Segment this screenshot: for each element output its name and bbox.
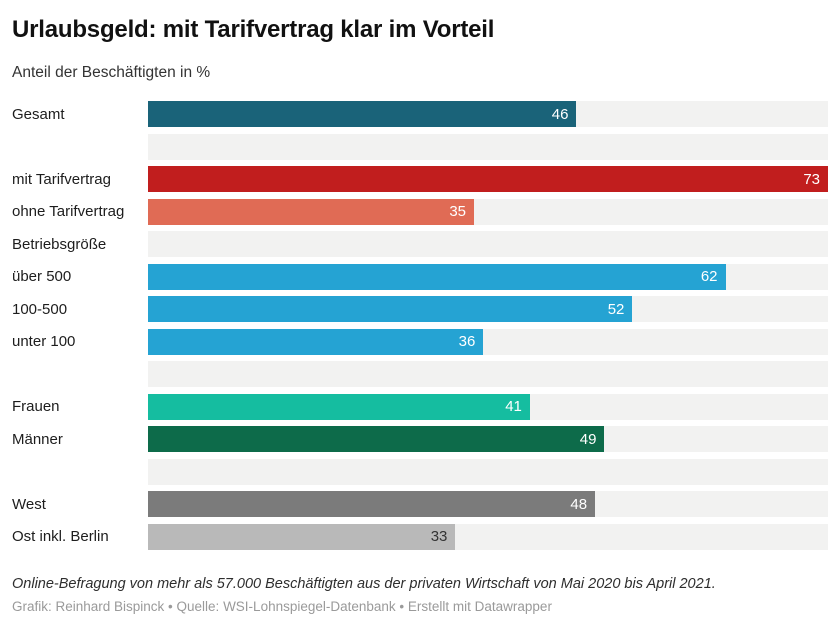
row-label: Gesamt [12,105,65,123]
bar-value: 73 [803,170,820,188]
bar: 48 [148,491,596,517]
spacer-row [12,361,828,387]
row-label: Betriebsgröße [12,235,107,253]
chart-row: über 500 62 [12,263,828,290]
bar-value: 41 [505,398,522,415]
bar-value: 33 [430,528,448,545]
row-label: unter 100 [12,333,76,350]
row-label: West [12,495,46,513]
row-label: Ost inkl. Berlin [12,528,109,545]
bar-track: 49 [148,426,828,452]
bar-value: 36 [458,333,476,350]
chart-credits: Grafik: Reinhard Bispinck • Quelle: WSI-… [12,598,552,614]
bar-track: 46 [148,101,828,127]
bar: 52 [148,296,633,322]
spacer-row [12,133,828,160]
bar-track: 48 [148,491,828,517]
bar: 41 [148,393,530,420]
chart-notes: Online-Befragung von mehr als 57.000 Bes… [12,575,716,592]
bar-track: 62 [148,263,828,290]
chart-row: Ost inkl. Berlin 33 [12,523,828,550]
chart-row: 100-500 52 [12,296,828,322]
bar: 35 [148,198,475,225]
row-label: mit Tarifvertrag [12,170,111,188]
chart-row: West 48 [12,491,828,517]
bar: 73 [148,166,828,192]
row-label: ohne Tarifvertrag [12,203,125,220]
group-header-row: Betriebsgröße [12,231,828,257]
chart-title: Urlaubsgeld: mit Tarifvertrag klar im Vo… [12,16,495,43]
bar-track [148,133,828,160]
spacer-row [12,458,828,485]
bar-chart: Gesamt 46 mit Tarifvertrag 73 ohne Tarifvert… [12,101,828,550]
bar-track: 73 [148,166,828,192]
bar-value: 35 [449,203,467,220]
bar-value: 49 [579,430,597,448]
chart-row: Gesamt 46 [12,101,828,127]
bar: 33 [148,523,456,550]
bar: 49 [148,426,605,452]
bar-track: 36 [148,328,828,355]
bar-track: 33 [148,523,828,550]
bar-track [148,231,828,257]
chart-row: Männer 49 [12,426,828,452]
bar-track: 41 [148,393,828,420]
row-label: über 500 [12,268,72,285]
bar-value: 62 [700,268,718,285]
bar-track [148,361,828,387]
chart-row: Frauen 41 [12,393,828,420]
bar-value: 46 [551,105,569,123]
chart-row: ohne Tarifvertrag 35 [12,198,828,225]
row-label: 100-500 [12,300,68,318]
chart-subtitle: Anteil der Beschäftigten in % [12,64,211,81]
bar: 62 [148,263,726,290]
bar-value: 52 [607,300,625,318]
row-label: Frauen [12,398,60,415]
chart-row: mit Tarifvertrag 73 [12,166,828,192]
row-label: Männer [12,430,63,448]
bar-value: 48 [570,495,588,513]
bar-track: 35 [148,198,828,225]
chart-row: unter 100 36 [12,328,828,355]
bar: 36 [148,328,484,355]
bar: 46 [148,101,577,127]
bar-track: 52 [148,296,828,322]
bar-track [148,458,828,485]
